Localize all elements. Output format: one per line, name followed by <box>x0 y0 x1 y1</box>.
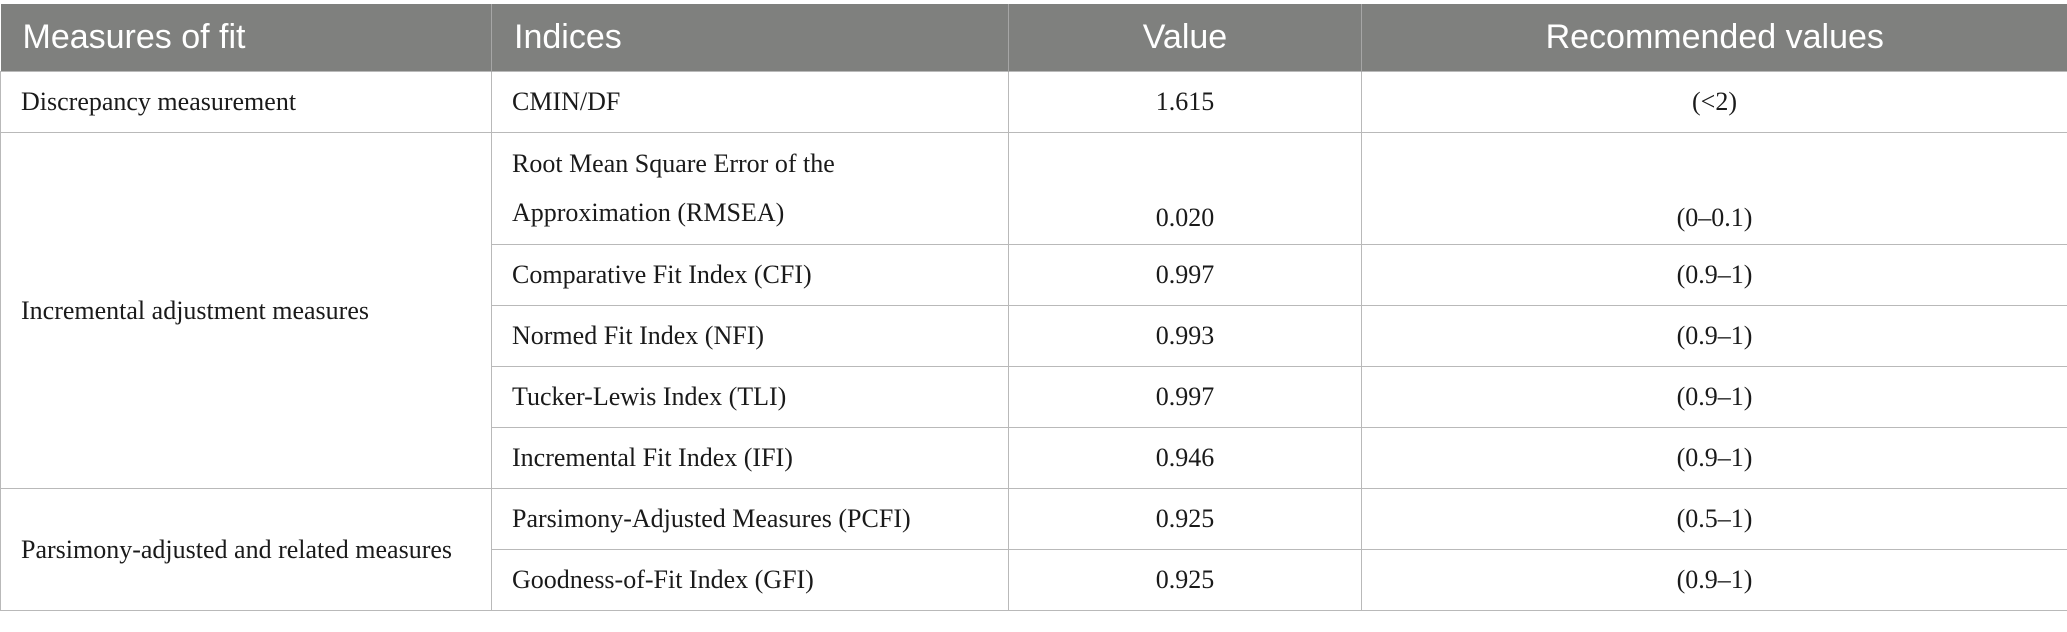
header-value: Value <box>1008 4 1362 71</box>
header-row: Measures of fit Indices Value Recommende… <box>0 4 2067 71</box>
index-cell: Goodness-of-Fit Index (GFI) <box>491 548 1009 611</box>
index-cell: Root Mean Square Error of the Approximat… <box>491 131 1009 245</box>
value-cell: 0.925 <box>1008 487 1362 550</box>
header-indices: Indices <box>491 4 1009 71</box>
recommended-cell: (0–0.1) <box>1361 131 2067 245</box>
table-body: Discrepancy measurement CMIN/DF 1.615 (<… <box>0 70 2067 611</box>
recommended-cell: (0.9–1) <box>1361 426 2067 489</box>
table-row: Parsimony-adjusted and related measures … <box>0 487 2067 611</box>
group-discrepancy-measurement: Discrepancy measurement <box>0 70 492 133</box>
table-row: Goodness-of-Fit Index (GFI) 0.925 (0.9–1… <box>1 548 2067 611</box>
header-measures-of-fit: Measures of fit <box>0 4 492 71</box>
recommended-cell: (<2) <box>1361 70 2067 133</box>
value-cell: 0.997 <box>1008 365 1362 428</box>
index-cell: Normed Fit Index (NFI) <box>491 304 1009 367</box>
index-cell: Incremental Fit Index (IFI) <box>491 426 1009 489</box>
value-cell: 0.993 <box>1008 304 1362 367</box>
recommended-cell: (0.9–1) <box>1361 243 2067 306</box>
recommended-cell: (0.9–1) <box>1361 548 2067 611</box>
index-cell: Tucker-Lewis Index (TLI) <box>491 365 1009 428</box>
index-cell: Comparative Fit Index (CFI) <box>491 243 1009 306</box>
table-row: Discrepancy measurement CMIN/DF 1.615 (<… <box>0 70 2067 133</box>
group-parsimony-adjusted-measures: Parsimony-adjusted and related measures <box>0 487 492 611</box>
table-header: Measures of fit Indices Value Recommende… <box>0 4 2067 71</box>
index-cell: Parsimony-Adjusted Measures (PCFI) <box>491 487 1009 550</box>
fit-measures-table: Measures of fit Indices Value Recommende… <box>0 4 2067 611</box>
table-row: Comparative Fit Index (CFI) 0.997 (0.9–1… <box>1 243 2067 306</box>
recommended-cell: (0.5–1) <box>1361 487 2067 550</box>
recommended-cell: (0.9–1) <box>1361 304 2067 367</box>
table-row: Incremental adjustment measures Root Mea… <box>0 131 2067 489</box>
value-cell: 0.020 <box>1008 131 1362 245</box>
index-cell: CMIN/DF <box>491 70 1009 133</box>
group-incremental-adjustment-measures: Incremental adjustment measures <box>0 131 492 489</box>
value-cell: 0.946 <box>1008 426 1362 489</box>
fit-measures-table-container: Measures of fit Indices Value Recommende… <box>0 4 2067 611</box>
value-cell: 1.615 <box>1008 70 1362 133</box>
header-recommended-values: Recommended values <box>1361 4 2067 71</box>
value-cell: 0.997 <box>1008 243 1362 306</box>
value-cell: 0.925 <box>1008 548 1362 611</box>
recommended-cell: (0.9–1) <box>1361 365 2067 428</box>
table-row: Incremental Fit Index (IFI) 0.946 (0.9–1… <box>1 426 2067 489</box>
